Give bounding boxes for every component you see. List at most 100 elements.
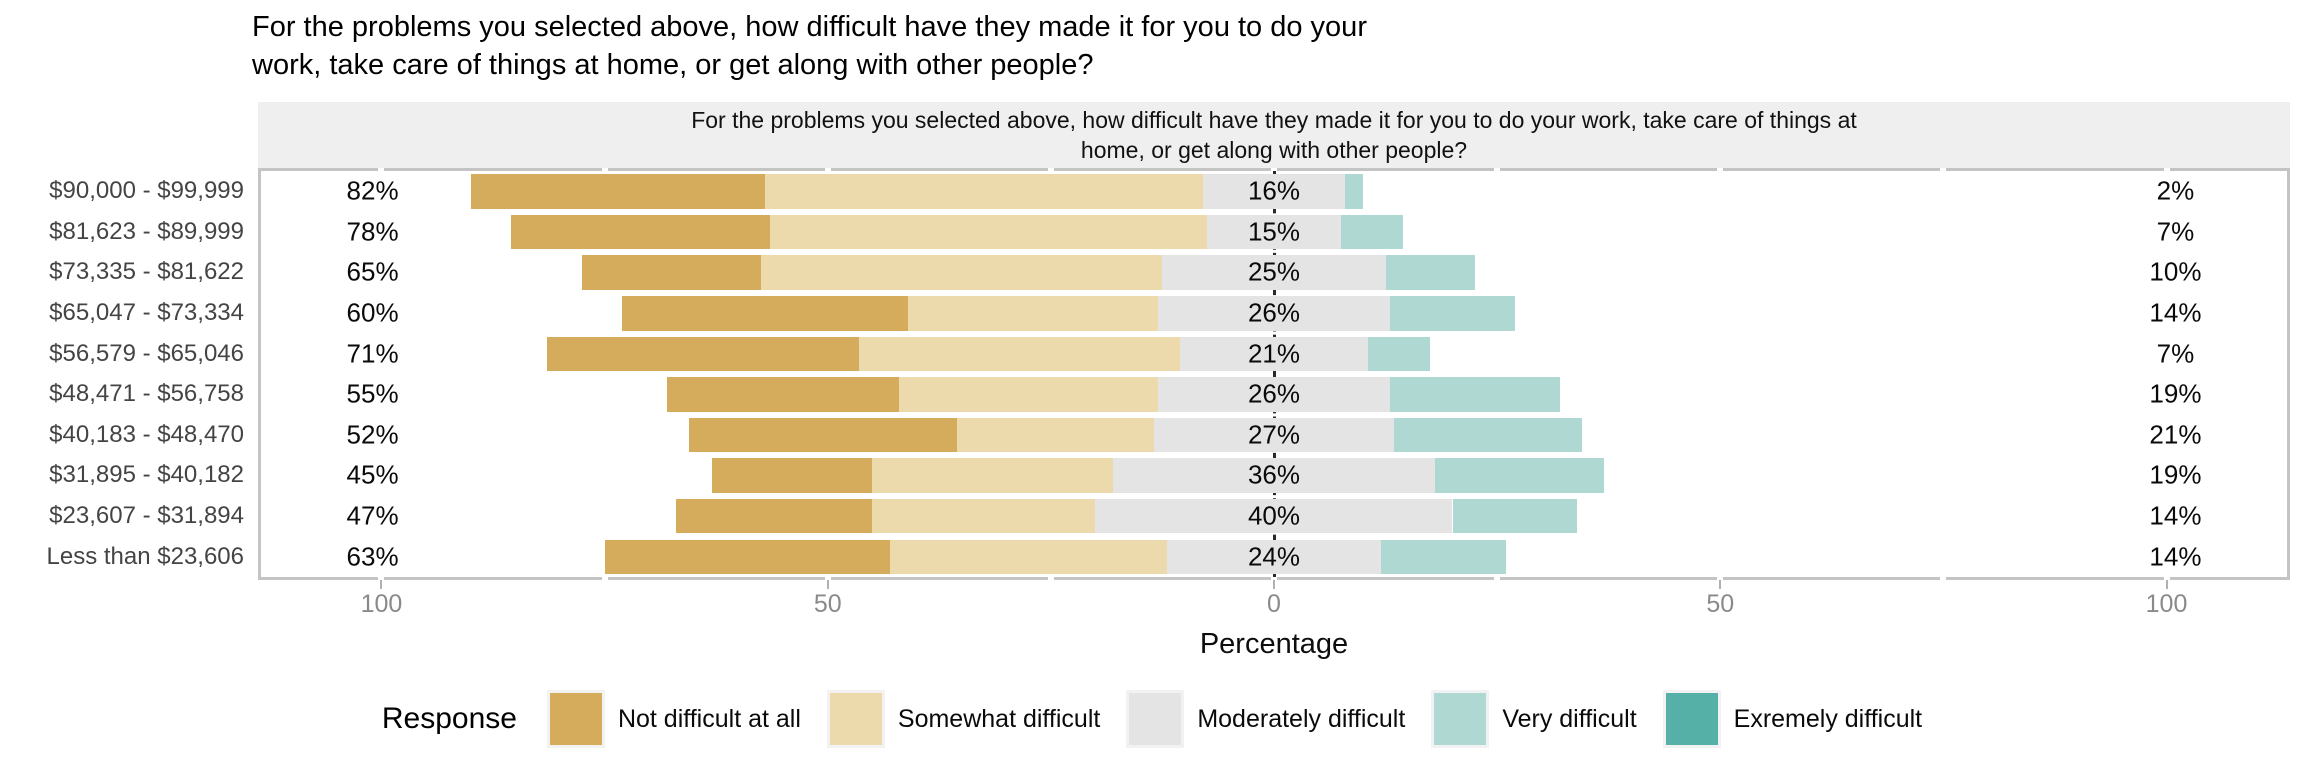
value-label-left: 63%	[346, 541, 399, 572]
segment-moderately-difficult	[1113, 458, 1435, 493]
legend-swatch-color	[829, 693, 882, 745]
x-axis-tick-label: 100	[360, 590, 403, 618]
segment-somewhat-difficult	[872, 498, 1096, 534]
legend-swatch-icon	[1126, 690, 1185, 748]
value-label-left: 52%	[346, 419, 399, 450]
legend-swatch-color	[549, 693, 602, 745]
x-axis-tick-mark	[2165, 580, 2168, 589]
value-label-left: 71%	[346, 338, 399, 369]
segment-not-difficult	[622, 296, 909, 331]
value-label-right: 10%	[2149, 256, 2202, 287]
segment-not-difficult	[676, 498, 873, 534]
bar-row: 60% 26% 14%	[261, 293, 2287, 334]
segment-somewhat-difficult	[908, 296, 1158, 331]
border-gridline-notch	[824, 168, 831, 171]
segment-moderately-difficult	[1162, 255, 1386, 290]
x-axis-tick-mark	[1273, 580, 1275, 589]
legend-swatch-icon	[546, 690, 605, 748]
legend-swatch-color	[1434, 693, 1487, 745]
segment-moderately-difficult	[1207, 214, 1341, 250]
facet-strip: For the problems you selected above, how…	[258, 102, 2290, 168]
border-gridline-notch	[1717, 577, 1724, 580]
bar-row: 82% 16% 2%	[261, 171, 2287, 212]
segment-somewhat-difficult	[890, 539, 1167, 575]
value-label-left: 60%	[346, 297, 399, 328]
segment-somewhat-difficult	[760, 255, 1163, 290]
legend-label: Moderately difficult	[1197, 704, 1406, 733]
border-gridline-notch	[378, 168, 385, 171]
segment-moderately-difficult	[1202, 174, 1346, 209]
segment-somewhat-difficult	[769, 214, 1208, 250]
chart-panel: 82% 16% 2% 78% 15% 7% 65% 25% 10% 60% 26% 14% 71% 21%…	[258, 168, 2290, 580]
x-axis-tick-mark	[380, 580, 383, 589]
bar-row: 45% 36% 19%	[261, 455, 2287, 496]
bar-rows: 82% 16% 2% 78% 15% 7% 65% 25% 10% 60% 26% 14% 71% 21%…	[261, 171, 2287, 577]
y-axis-label: Less than $23,606	[46, 542, 245, 570]
legend-label: Not difficult at all	[617, 704, 801, 733]
legend-item: Very difficult	[1431, 690, 1637, 748]
border-gridline-notch	[824, 577, 831, 580]
segment-somewhat-difficult	[765, 174, 1203, 209]
bar-row: 47% 40% 14%	[261, 496, 2287, 537]
x-axis-tick-label: 0	[1267, 590, 1281, 618]
legend-label: Somewhat difficult	[897, 704, 1101, 733]
bar-row: 71% 21% 7%	[261, 333, 2287, 374]
segment-somewhat-difficult	[957, 417, 1154, 453]
border-gridline-notch	[1047, 577, 1054, 580]
value-label-right: 19%	[2149, 459, 2202, 490]
segment-moderately-difficult	[1095, 498, 1453, 534]
segment-moderately-difficult	[1180, 336, 1368, 372]
legend-item: Moderately difficult	[1126, 690, 1405, 748]
segment-very-difficult	[1340, 214, 1404, 250]
border-gridline-notch	[1717, 168, 1724, 171]
value-label-center: 25%	[1247, 256, 1301, 287]
segment-not-difficult	[510, 214, 770, 250]
value-label-right: 7%	[2156, 216, 2195, 247]
segment-very-difficult	[1390, 296, 1515, 331]
value-label-right: 2%	[2156, 175, 2195, 206]
segment-moderately-difficult	[1166, 539, 1382, 575]
x-axis-title: Percentage	[1199, 628, 1349, 660]
y-axis-label: $23,607 - $31,894	[49, 502, 244, 530]
facet-strip-line1: For the problems you selected above, how…	[691, 107, 1857, 133]
value-label-left: 78%	[346, 216, 399, 247]
bar-row: 65% 25% 10%	[261, 252, 2287, 293]
y-axis-label: $73,335 - $81,622	[49, 258, 244, 286]
segment-not-difficult	[667, 377, 900, 412]
segment-somewhat-difficult	[872, 458, 1114, 493]
value-label-right: 14%	[2149, 500, 2202, 531]
x-axis-tick-label: 50	[1706, 590, 1735, 618]
border-gridline-notch	[378, 577, 385, 580]
value-label-center: 26%	[1247, 297, 1301, 328]
segment-very-difficult	[1390, 377, 1560, 412]
y-axis-label: $65,047 - $73,334	[49, 299, 244, 327]
segment-very-difficult	[1367, 336, 1431, 372]
value-label-center: 21%	[1247, 338, 1301, 369]
border-gridline-notch	[1271, 577, 1277, 580]
x-axis-tick-marks	[261, 580, 2287, 590]
segment-very-difficult	[1434, 458, 1605, 493]
legend-swatch-icon	[826, 690, 885, 748]
value-label-center: 27%	[1247, 419, 1301, 450]
page-title-line1: For the problems you selected above, how…	[252, 11, 1367, 43]
facet-strip-line2: home, or get along with other people?	[1080, 137, 1468, 163]
segment-very-difficult	[1452, 498, 1578, 534]
legend-label: Exremely difficult	[1733, 704, 1923, 733]
y-axis-label: $90,000 - $99,999	[49, 177, 244, 205]
segment-very-difficult	[1394, 417, 1582, 453]
border-gridline-notch	[2163, 577, 2170, 580]
page-title-line2: work, take care of things at home, or ge…	[252, 49, 1094, 81]
border-gridline-notch	[2163, 168, 2170, 171]
value-label-center: 36%	[1247, 459, 1301, 490]
value-label-center: 26%	[1247, 378, 1301, 409]
legend-title: Response	[381, 702, 517, 735]
border-gridline-notch	[1271, 168, 1277, 171]
zero-reference-line	[1272, 171, 1276, 577]
legend-swatch-icon	[1662, 690, 1721, 748]
border-gridline-notch	[1494, 577, 1501, 580]
y-axis-label: $81,623 - $89,999	[49, 217, 244, 245]
bar-row: 52% 27% 21%	[261, 415, 2287, 456]
value-label-left: 82%	[346, 175, 399, 206]
value-label-right: 14%	[2149, 541, 2202, 572]
x-axis-tick-label: 100	[2145, 590, 2188, 618]
